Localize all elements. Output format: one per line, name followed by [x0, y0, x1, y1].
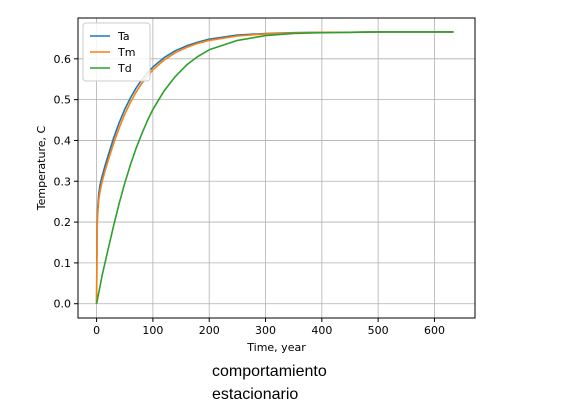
x-axis-label: Time, year [246, 341, 306, 354]
y-tick-label: 0.1 [54, 257, 72, 270]
plot-frame [77, 17, 476, 319]
y-tick-label: 0.2 [54, 216, 72, 229]
legend-label-td: Td [117, 62, 132, 75]
x-tick-label: 600 [424, 324, 445, 337]
grid-lines [78, 18, 475, 318]
y-tick-label: 0.3 [54, 175, 72, 188]
x-tick-label: 100 [142, 324, 163, 337]
caption-line-1: comportamiento [212, 363, 327, 380]
series-line-td [95, 31, 454, 304]
x-tick-label: 0 [93, 324, 100, 337]
x-tick-label: 300 [255, 324, 276, 337]
y-tick-label: 0.6 [54, 53, 72, 66]
line-chart: 0 100 200 300 400 500 600 0.00.10.20.30.40.50.… [35, 17, 476, 354]
y-tick-label: 0.0 [54, 298, 72, 311]
caption-text: comportamiento estacionario [212, 360, 327, 406]
legend-label-ta: Ta [117, 30, 130, 43]
y-axis-label: Temperature, C [35, 126, 48, 212]
legend-box [82, 22, 151, 82]
y-tick-label: 0.4 [54, 134, 72, 147]
legend: Ta Tm Td [82, 22, 151, 82]
y-axis-ticks: 0.0 0.1 0.2 0.3 0.4 0.5 0.6 [54, 53, 78, 311]
caption-line-2: estacionario [212, 386, 299, 403]
x-tick-label: 200 [199, 324, 220, 337]
legend-label-tm: Tm [117, 46, 135, 59]
x-tick-label: 500 [368, 324, 389, 337]
x-axis-ticks: 0 100 200 300 400 500 600 [93, 318, 445, 337]
x-tick-label: 400 [311, 324, 332, 337]
y-tick-label: 0.5 [54, 94, 72, 107]
